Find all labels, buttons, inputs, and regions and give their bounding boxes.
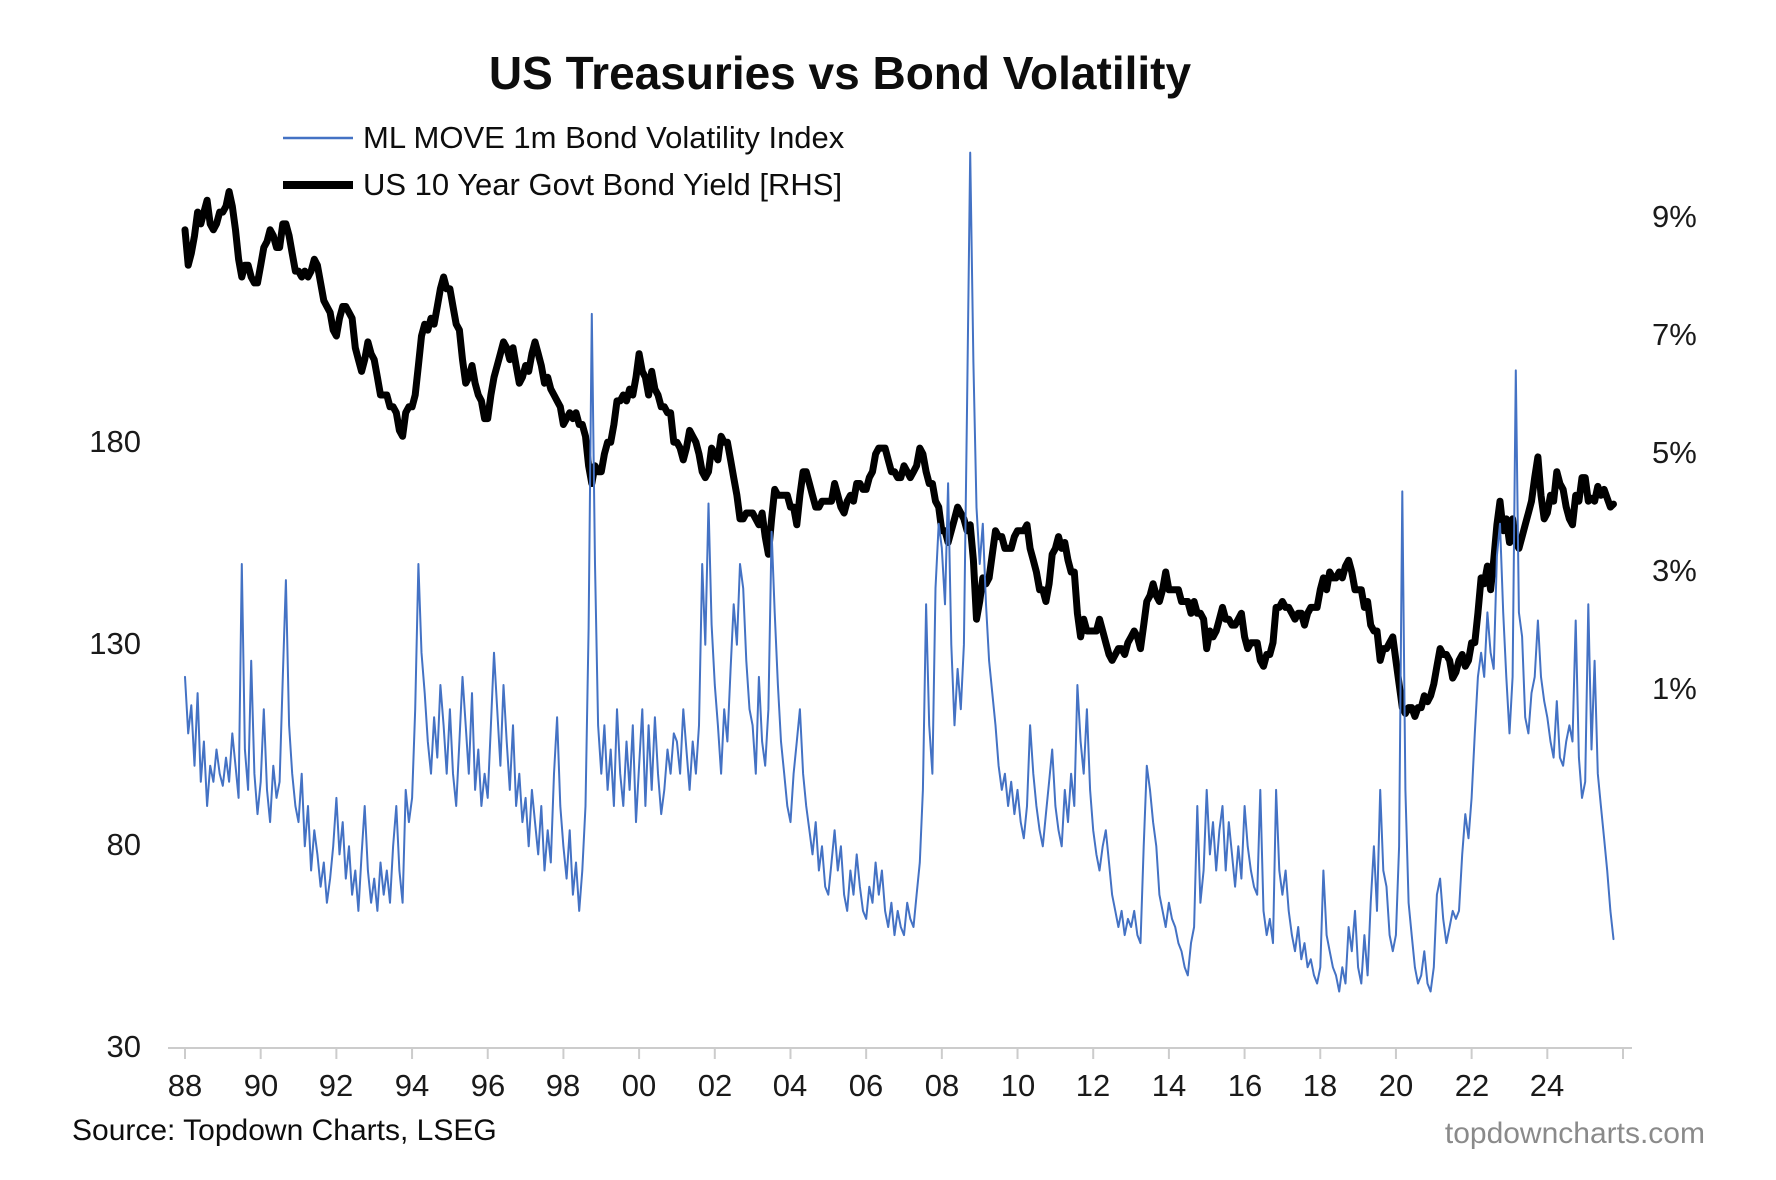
- x-axis-tick-label: 96: [470, 1068, 506, 1103]
- x-axis-tick-label: 18: [1302, 1068, 1338, 1103]
- legend-item-move: ML MOVE 1m Bond Volatility Index: [283, 114, 844, 161]
- watermark-link: topdowncharts.com: [1444, 1117, 1705, 1150]
- x-axis-tick-label: 00: [621, 1068, 657, 1103]
- right-axis-tick-label: 1%: [1652, 671, 1697, 706]
- yield-line-swatch-icon: [283, 180, 353, 189]
- x-axis-tick-label: 90: [243, 1068, 279, 1103]
- legend-label-move: ML MOVE 1m Bond Volatility Index: [363, 119, 845, 155]
- right-axis-tick-label: 9%: [1652, 199, 1697, 234]
- left-axis-tick-label: 80: [106, 827, 141, 862]
- left-axis-tick-label: 30: [106, 1029, 141, 1064]
- x-axis-tick-label: 04: [772, 1068, 808, 1103]
- x-axis-tick-label: 12: [1075, 1068, 1111, 1103]
- x-axis-tick-label: 88: [167, 1068, 203, 1103]
- right-axis-tick-label: 7%: [1652, 317, 1697, 352]
- x-axis-tick-label: 24: [1529, 1068, 1565, 1103]
- legend: ML MOVE 1m Bond Volatility Index US 10 Y…: [283, 114, 844, 208]
- x-axis-tick-label: 20: [1378, 1068, 1414, 1103]
- right-axis-tick-label: 5%: [1652, 435, 1697, 470]
- left-axis-tick-label: 130: [89, 626, 141, 661]
- move-index-line: [184, 151, 1615, 993]
- x-axis-tick-label: 10: [1000, 1068, 1036, 1103]
- move-line-swatch-icon: [283, 136, 353, 139]
- x-axis-tick-label: 06: [848, 1068, 884, 1103]
- legend-item-yield: US 10 Year Govt Bond Yield [RHS]: [283, 161, 844, 208]
- x-axis-tick-label: 16: [1227, 1068, 1263, 1103]
- x-axis-tick-label: 22: [1454, 1068, 1490, 1103]
- source-note: Source: Topdown Charts, LSEG: [72, 1114, 497, 1147]
- left-axis-tick-label: 180: [89, 424, 141, 459]
- bond-yield-line: [181, 188, 1617, 720]
- x-axis-tick-label: 94: [394, 1068, 430, 1103]
- legend-label-yield: US 10 Year Govt Bond Yield [RHS]: [363, 166, 843, 202]
- chart-title: US Treasuries vs Bond Volatility: [488, 47, 1192, 99]
- x-axis-tick-label: 02: [697, 1068, 733, 1103]
- x-axis-tick-label: 08: [924, 1068, 960, 1103]
- x-axis-tick-label: 14: [1151, 1068, 1187, 1103]
- right-axis-tick-label: 3%: [1652, 553, 1697, 588]
- x-axis-tick-label: 92: [318, 1068, 354, 1103]
- x-axis-tick-label: 98: [545, 1068, 581, 1103]
